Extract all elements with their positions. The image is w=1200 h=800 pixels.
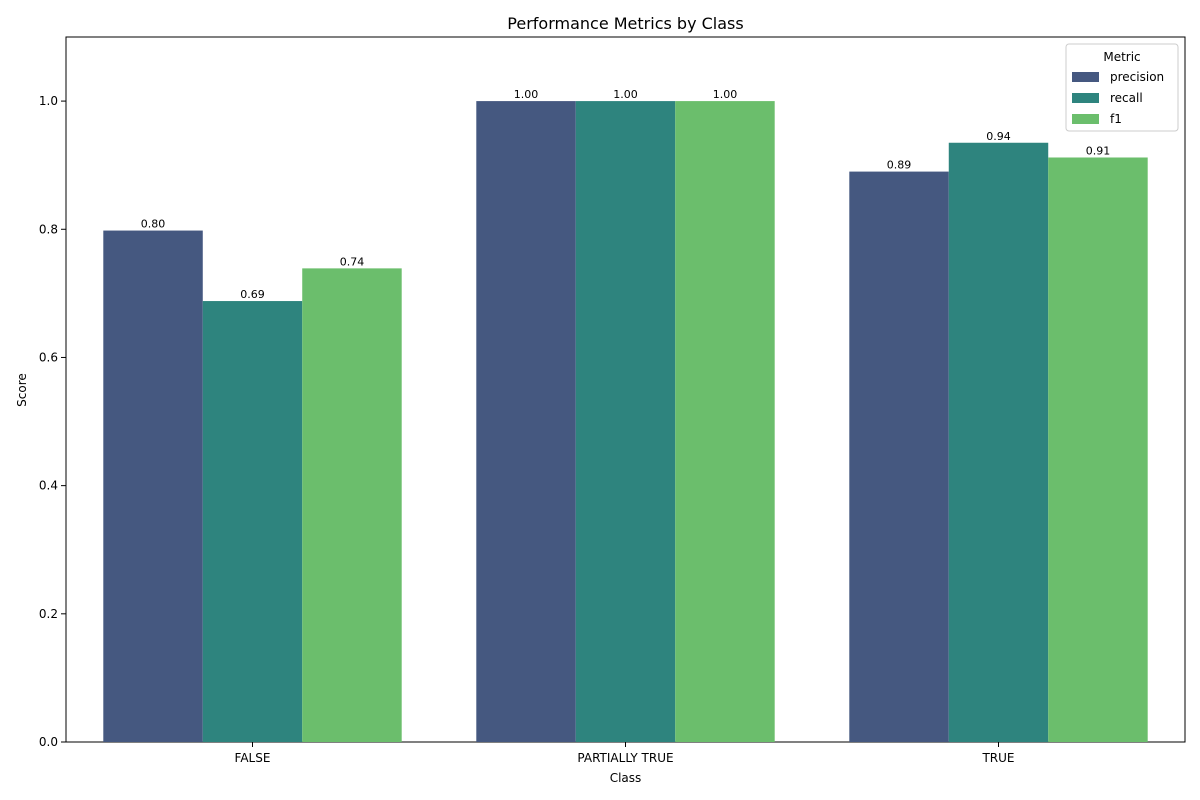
legend-label: precision: [1110, 70, 1164, 84]
bar-value-label: 0.89: [887, 159, 912, 172]
x-tick-label: FALSE: [235, 751, 271, 765]
y-tick-label: 0.2: [39, 607, 58, 621]
y-tick-label: 0.8: [39, 222, 58, 236]
legend: Metric precision recall f1: [1065, 43, 1179, 132]
legend-items: precision recall f1: [1072, 70, 1164, 126]
x-tick-label: TRUE: [981, 751, 1014, 765]
bar-value-label: 0.69: [240, 288, 265, 301]
bar-f1-true: [1048, 157, 1148, 742]
bar-recall-false: [202, 301, 303, 742]
plot-area: 0.0 0.2 0.4 0.6 0.8 1.0 FALSE 0.80 0.69 0.74 PARTI…: [39, 36, 1186, 765]
bar-value-label: 1.00: [613, 88, 638, 101]
y-tick-label: 0.0: [39, 735, 58, 749]
y-tick-label: 0.6: [39, 350, 58, 364]
y-tick-label: 0.4: [39, 479, 58, 493]
bar-value-label: 0.80: [141, 218, 166, 231]
legend-label: recall: [1110, 91, 1143, 105]
legend-box: [1065, 43, 1179, 132]
bar-precision-partially-true: [476, 101, 576, 742]
bar-f1-partially-true: [675, 101, 775, 742]
bar-value-label: 0.91: [1086, 144, 1111, 157]
bar-value-label: 0.74: [340, 255, 365, 268]
bar-precision-true: [849, 171, 949, 742]
legend-title: Metric: [1103, 50, 1140, 64]
legend-swatch: [1072, 114, 1099, 124]
bar-recall-partially-true: [575, 101, 676, 742]
bar-precision-false: [103, 230, 203, 742]
y-axis-label: Score: [15, 373, 29, 407]
bar-value-label: 0.94: [986, 130, 1011, 143]
legend-swatch: [1072, 93, 1099, 103]
legend-swatch: [1072, 72, 1099, 82]
chart-title: Performance Metrics by Class: [507, 14, 743, 33]
bar-recall-true: [948, 142, 1049, 742]
legend-label: f1: [1110, 112, 1122, 126]
bar-value-label: 1.00: [713, 88, 738, 101]
bar-f1-false: [302, 268, 402, 742]
x-axis-label: Class: [610, 771, 642, 785]
bar-value-label: 1.00: [514, 88, 539, 101]
x-tick-label: PARTIALLY TRUE: [577, 751, 673, 765]
y-tick-label: 1.0: [39, 94, 58, 108]
